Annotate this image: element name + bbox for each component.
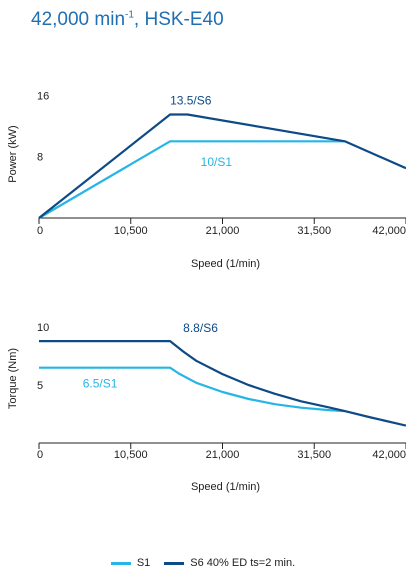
legend-label-s1: S1 [136, 557, 151, 569]
power-chart: 0 10,500 21,000 31,500 42,000 8 16 Speed (1/min… [7, 90, 406, 270]
data-label-s1: 6.5/S1 [83, 376, 118, 390]
x-axis-label: Speed (1/min) [191, 258, 260, 270]
x-tick-label: 21,000 [206, 449, 240, 461]
x-tick-label: 10,500 [114, 449, 148, 461]
x-tick-label: 42,000 [372, 449, 406, 461]
x-tick-label: 31,500 [297, 225, 331, 237]
y-axis-label: Torque (Nm) [7, 348, 19, 409]
torque-chart: 0 10,500 21,000 31,500 42,000 5 10 Speed (1/min… [7, 321, 406, 493]
legend-item-s1: S1 [110, 557, 151, 569]
legend-item-s6: S6 40% ED ts=2 min. [164, 557, 295, 569]
x-tick-label: 10,500 [114, 225, 148, 237]
y-axis-label: Power (kW) [7, 125, 19, 182]
x-tick-label: 21,000 [206, 225, 240, 237]
data-label-s6: 13.5/S6 [170, 94, 212, 108]
x-tick-label: 31,500 [297, 449, 331, 461]
series-line-s6 [39, 340, 406, 427]
x-tick-label: 0 [37, 449, 43, 461]
y-tick-label: 10 [37, 322, 49, 334]
series-line-s1 [39, 366, 345, 413]
x-tick-label: 42,000 [372, 225, 406, 237]
legend: S1 S6 40% ED ts=2 min. [0, 555, 406, 571]
data-label-s6: 8.8/S6 [183, 321, 218, 335]
x-tick-label: 0 [37, 225, 43, 237]
chart-title: 42,000 min-1, HSK-E40 [31, 9, 224, 30]
legend-swatch-s1 [110, 561, 131, 565]
x-axis-label: Speed (1/min) [191, 481, 260, 493]
series-line-s1 [38, 140, 345, 219]
y-tick-label: 8 [37, 152, 43, 164]
y-tick-label: 16 [37, 90, 49, 102]
legend-swatch-s6 [164, 561, 185, 565]
data-label-s1: 10/S1 [201, 155, 233, 169]
legend-label-s6: S6 40% ED ts=2 min. [190, 557, 296, 569]
y-tick-label: 5 [37, 380, 43, 392]
series-line-s6 [38, 113, 406, 219]
